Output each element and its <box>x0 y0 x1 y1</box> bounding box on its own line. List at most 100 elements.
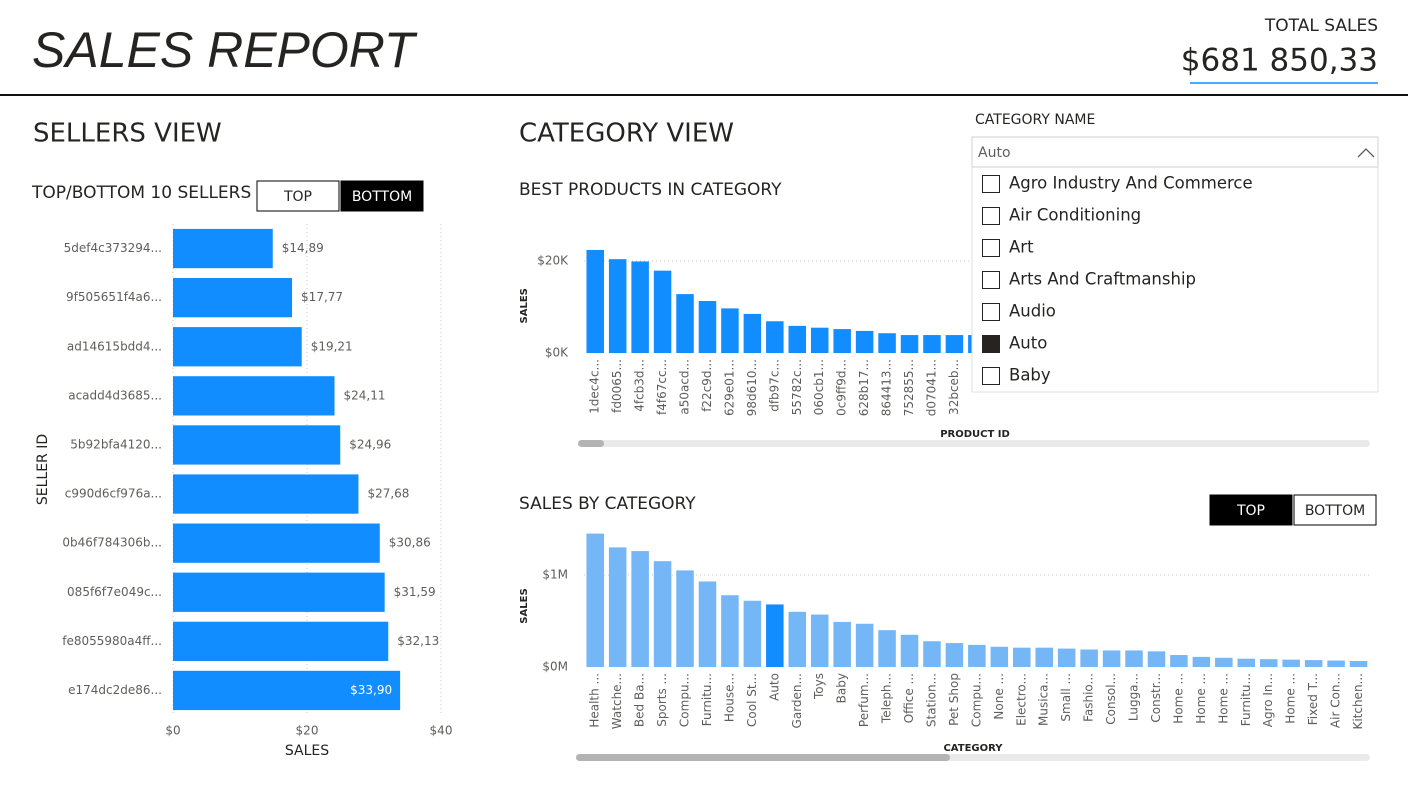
bar <box>878 630 896 667</box>
section-title: CATEGORY VIEW <box>519 119 734 149</box>
x-tick-label: 98d610... <box>745 359 759 416</box>
dropdown-selected[interactable]: Auto <box>978 145 1011 161</box>
bar <box>900 634 919 667</box>
toggle-button-label[interactable]: TOP <box>283 189 312 205</box>
x-tick-label: Compu... <box>969 673 983 727</box>
bar <box>631 551 649 667</box>
total-label: TOTAL SALES <box>1264 16 1378 36</box>
x-tick-label: f4f67cc... <box>655 359 669 415</box>
scrollbar-thumb[interactable] <box>578 440 604 447</box>
bar <box>766 604 784 667</box>
option-label[interactable]: Art <box>1009 238 1034 257</box>
y-tick-label: acadd4d3685... <box>68 388 162 402</box>
y-axis-label: SALES <box>519 288 530 323</box>
data-label: $19,21 <box>311 339 353 353</box>
total-value: $681 850,33 <box>1181 43 1378 79</box>
chart-title: SALES BY CATEGORY <box>519 494 696 514</box>
data-label: $31,59 <box>394 585 436 599</box>
bar <box>1080 649 1098 667</box>
checkbox[interactable] <box>982 207 1000 225</box>
checkbox[interactable] <box>982 303 1000 321</box>
x-tick-label: Furnitu... <box>700 673 714 726</box>
x-tick-label: Kitchen... <box>1351 673 1365 730</box>
option-label[interactable]: Baby <box>1009 366 1051 385</box>
section-title: SELLERS VIEW <box>33 119 222 149</box>
checkbox[interactable] <box>982 367 1000 385</box>
bar <box>743 313 762 353</box>
bar <box>173 278 293 318</box>
bar <box>810 614 829 667</box>
bar <box>653 270 672 353</box>
checkbox[interactable] <box>982 271 1000 289</box>
x-tick-label: Musica... <box>1037 673 1051 726</box>
x-tick-label: Baby <box>835 673 849 703</box>
scrollbar-track[interactable] <box>578 440 1370 447</box>
toggle-button-label[interactable]: BOTTOM <box>352 189 412 205</box>
x-tick-label: Bed Ba... <box>633 673 647 727</box>
option-label[interactable]: Air Conditioning <box>1009 206 1141 225</box>
data-label: $27,68 <box>367 487 409 501</box>
x-tick-label: Constr... <box>1149 673 1163 723</box>
toggle-button-label[interactable]: BOTTOM <box>1305 503 1365 519</box>
x-axis-label: CATEGORY <box>943 743 1003 754</box>
bar <box>721 308 739 353</box>
bar <box>743 600 762 667</box>
option-label[interactable]: Agro Industry And Commerce <box>1009 174 1253 193</box>
x-tick-label: 4fcb3d... <box>633 359 647 412</box>
y-tick-label: $20K <box>537 254 569 268</box>
toggle-button-label[interactable]: TOP <box>1236 503 1265 519</box>
y-tick-label: $0M <box>542 660 568 674</box>
x-tick-label: a50acd... <box>678 359 692 415</box>
toggle-button[interactable] <box>1209 494 1293 526</box>
x-tick-label: 1dec4c... <box>588 359 602 414</box>
checkbox[interactable] <box>982 239 1000 257</box>
bar <box>1013 647 1031 667</box>
bar <box>1192 656 1211 667</box>
bar <box>923 335 941 353</box>
x-tick-label: 752855... <box>902 359 916 416</box>
x-tick-label: House... <box>722 673 736 722</box>
option-label[interactable]: Audio <box>1009 302 1056 321</box>
toggle-button[interactable] <box>340 180 424 212</box>
bar <box>173 572 385 612</box>
data-label: $24,11 <box>344 388 386 402</box>
bar <box>810 327 829 353</box>
bar <box>586 249 604 353</box>
toggle-button[interactable] <box>256 180 340 212</box>
option-label[interactable]: Auto <box>1009 334 1047 353</box>
bar <box>833 621 851 667</box>
x-tick-label: Auto <box>767 673 781 701</box>
x-tick-label: Station... <box>924 673 938 727</box>
dropdown-input[interactable] <box>971 136 1379 168</box>
data-label: $30,86 <box>389 536 431 550</box>
data-label: $14,89 <box>282 241 324 255</box>
x-tick-label: fd0065... <box>610 359 624 413</box>
x-tick-label: 629e01... <box>722 359 736 416</box>
y-tick-label: e174dc2de86... <box>68 683 162 697</box>
bar <box>1170 655 1188 667</box>
bar <box>1147 651 1166 667</box>
bar <box>1349 661 1368 667</box>
y-tick-label: 5def4c373294... <box>64 241 162 255</box>
checkbox[interactable] <box>982 175 1000 193</box>
bar <box>788 611 807 667</box>
bar <box>676 570 694 667</box>
bar <box>721 595 739 667</box>
data-label: $32,13 <box>397 634 439 648</box>
option-label[interactable]: Arts And Craftmanship <box>1009 270 1196 289</box>
checkbox[interactable] <box>982 335 1000 353</box>
x-tick-label: Home ... <box>1171 673 1185 724</box>
bar <box>1237 658 1256 667</box>
toggle-button[interactable] <box>1293 494 1377 526</box>
x-tick-label: Toys <box>812 673 826 700</box>
y-tick-label: $1M <box>542 568 568 582</box>
dropdown-chevron[interactable] <box>1357 148 1375 158</box>
scrollbar-thumb[interactable] <box>576 754 950 761</box>
bar <box>900 335 919 353</box>
x-tick-label: Health ... <box>588 673 602 728</box>
bar <box>855 623 874 667</box>
x-tick-label: Perfum... <box>857 673 871 727</box>
bar <box>173 327 302 367</box>
bar <box>788 325 807 353</box>
x-tick-label: 32bceb... <box>947 359 961 415</box>
